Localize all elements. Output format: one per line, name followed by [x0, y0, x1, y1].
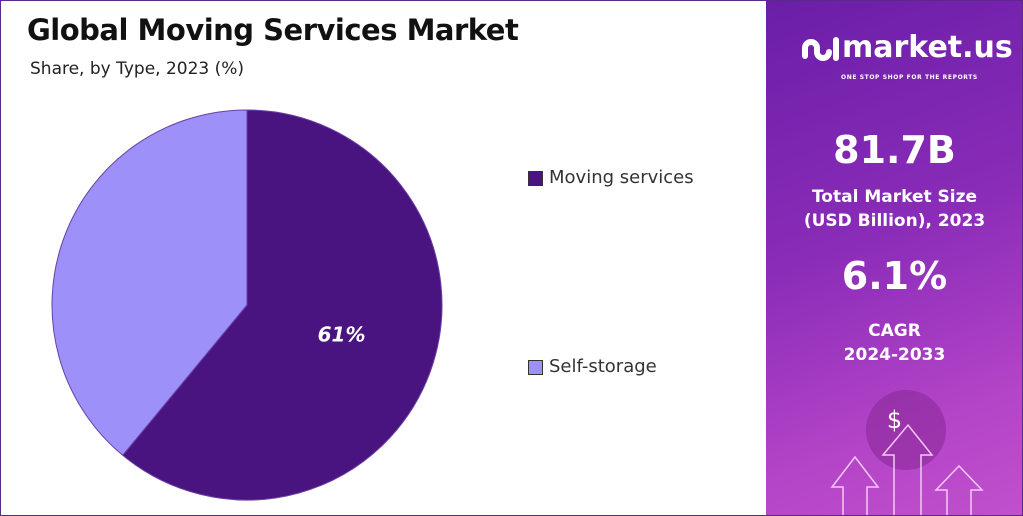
market-size-label-2: (USD Billion), 2023	[803, 211, 986, 231]
brand-logo: market.us	[800, 30, 1013, 66]
cagr-period: 2024-2033	[843, 345, 946, 365]
pie-chart: 61%	[51, 109, 443, 501]
pie-slice-self-storage	[51, 109, 248, 456]
legend-item-moving-services: Moving services	[528, 167, 694, 189]
brand-tagline: ONE STOP SHOP FOR THE REPORTS	[841, 74, 978, 81]
legend-swatch	[528, 359, 543, 375]
data-label: 61%	[318, 323, 366, 347]
market-size-label: Total Market Size	[811, 187, 978, 207]
chart-title: Global Moving Services Market	[27, 13, 519, 47]
brand-name: market.us	[842, 30, 1013, 65]
legend-item-self-storage: Self-storage	[528, 356, 657, 378]
pie-slice-moving-services	[121, 109, 443, 501]
market-size-value: 81.7B	[833, 128, 956, 172]
background-decoration	[830, 390, 984, 516]
cagr-label: CAGR	[868, 321, 921, 341]
chart-panel: Global Moving Services Market Share, by …	[27, 13, 694, 501]
cagr-value: 6.1%	[841, 254, 948, 298]
chart-subtitle: Share, by Type, 2023 (%)	[30, 59, 245, 79]
legend-label: Self-storage	[549, 356, 657, 377]
legend-label: Moving services	[549, 167, 694, 188]
stats-panel: $ market.us ONE STOP SHOP FOR THE REPORT…	[766, 0, 1023, 516]
dollar-icon: $	[886, 406, 903, 434]
market-us-logo-icon	[802, 37, 839, 61]
legend-swatch	[528, 170, 543, 186]
